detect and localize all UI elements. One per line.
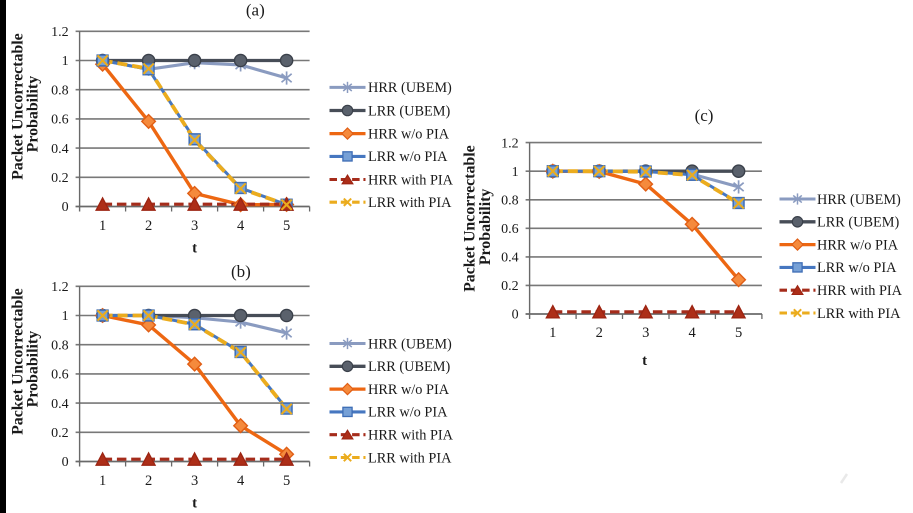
svg-text:2: 2 [145, 218, 152, 234]
svg-text:HRR w/o PIA: HRR w/o PIA [368, 126, 450, 142]
svg-text:(c): (c) [695, 106, 714, 125]
svg-text:1.2: 1.2 [501, 136, 519, 151]
svg-text:4: 4 [237, 218, 245, 234]
svg-text:HRR (UBEM): HRR (UBEM) [368, 80, 452, 96]
svg-text:(a): (a) [246, 0, 265, 19]
svg-text:LRR (UBEM): LRR (UBEM) [368, 103, 450, 119]
svg-text:LRR with PIA: LRR with PIA [368, 195, 452, 211]
svg-text:5: 5 [735, 325, 742, 341]
svg-text:0.4: 0.4 [51, 397, 69, 412]
svg-text:Packet Uncorrectable: Packet Uncorrectable [9, 33, 26, 180]
svg-text:0.2: 0.2 [501, 279, 519, 294]
svg-text:0.8: 0.8 [51, 83, 69, 98]
svg-text:0.8: 0.8 [51, 338, 69, 353]
svg-text:Probability: Probability [24, 331, 41, 408]
svg-text:Packet Uncorrectable: Packet Uncorrectable [9, 288, 26, 435]
svg-text:5: 5 [283, 473, 290, 489]
svg-text:1: 1 [62, 54, 69, 69]
svg-text:(b): (b) [231, 262, 251, 281]
svg-text:0.4: 0.4 [501, 251, 519, 266]
svg-text:0: 0 [62, 200, 69, 215]
svg-text:Packet Uncorrectable: Packet Uncorrectable [462, 145, 479, 292]
svg-text:0: 0 [62, 455, 69, 470]
svg-text:LRR with PIA: LRR with PIA [368, 450, 452, 466]
svg-text:HRR with PIA: HRR with PIA [368, 428, 454, 444]
svg-text:3: 3 [191, 218, 198, 234]
svg-text:0.6: 0.6 [501, 222, 519, 237]
svg-text:2: 2 [596, 325, 603, 341]
svg-text:LRR w/o PIA: LRR w/o PIA [817, 260, 897, 276]
svg-text:LRR w/o PIA: LRR w/o PIA [368, 149, 448, 165]
svg-text:Probability: Probability [477, 189, 494, 266]
svg-text:1: 1 [99, 473, 106, 489]
svg-text:4: 4 [688, 325, 696, 341]
svg-text:t: t [642, 353, 647, 369]
svg-text:HRR with PIA: HRR with PIA [368, 172, 454, 188]
svg-text:t: t [192, 241, 197, 257]
svg-text:1.2: 1.2 [51, 25, 69, 40]
svg-text:0.2: 0.2 [51, 171, 69, 186]
svg-text:0.8: 0.8 [501, 194, 519, 209]
svg-text:5: 5 [283, 218, 290, 234]
svg-text:HRR w/o PIA: HRR w/o PIA [817, 237, 899, 253]
svg-text:0.4: 0.4 [51, 142, 69, 157]
svg-text:1: 1 [62, 309, 69, 324]
svg-text:Probability: Probability [24, 76, 41, 153]
svg-text:1: 1 [99, 218, 106, 234]
svg-text:2: 2 [145, 473, 152, 489]
svg-text:1.2: 1.2 [51, 280, 69, 295]
svg-text:1: 1 [512, 165, 519, 180]
svg-text:3: 3 [191, 473, 198, 489]
svg-text:0.6: 0.6 [51, 113, 69, 128]
svg-text:HRR (UBEM): HRR (UBEM) [368, 336, 452, 352]
svg-text:3: 3 [642, 325, 649, 341]
svg-text:LRR (UBEM): LRR (UBEM) [817, 215, 899, 231]
svg-text:LRR w/o PIA: LRR w/o PIA [368, 405, 448, 421]
svg-text:LRR with PIA: LRR with PIA [817, 306, 901, 322]
svg-text:0.6: 0.6 [51, 368, 69, 383]
svg-text:0: 0 [512, 308, 519, 323]
svg-text:t: t [192, 496, 197, 512]
svg-text:4: 4 [237, 473, 245, 489]
svg-text:0.2: 0.2 [51, 426, 69, 441]
svg-text:HRR w/o PIA: HRR w/o PIA [368, 382, 450, 398]
svg-text:LRR (UBEM): LRR (UBEM) [368, 359, 450, 375]
svg-text:HRR (UBEM): HRR (UBEM) [817, 192, 901, 208]
svg-text:1: 1 [549, 325, 556, 341]
svg-text:HRR with PIA: HRR with PIA [817, 283, 903, 299]
